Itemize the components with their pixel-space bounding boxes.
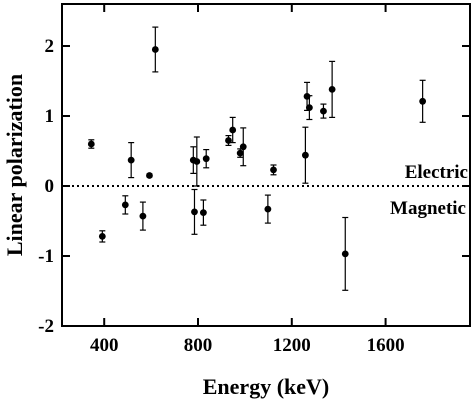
point-marker <box>236 149 244 157</box>
point-marker <box>127 156 135 164</box>
point-marker <box>191 208 198 216</box>
point-marker <box>328 86 336 93</box>
point-marker <box>270 166 277 174</box>
y-tick-label: -2 <box>38 316 54 337</box>
data-point <box>305 95 313 121</box>
data-point <box>320 103 327 119</box>
point-marker <box>229 126 237 134</box>
point-marker <box>305 104 313 111</box>
y-axis-label: Linear polarization <box>2 74 27 256</box>
point-marker <box>87 140 95 148</box>
x-axis-ticks: 400 800 1200 1600 <box>90 4 405 356</box>
data-points <box>87 26 427 291</box>
data-point <box>87 139 95 149</box>
point-marker <box>199 209 207 217</box>
x-tick-label: 1200 <box>273 335 311 356</box>
data-point <box>202 149 210 169</box>
y-axis-ticks: -2 -1 0 1 2 <box>38 36 470 337</box>
point-marker <box>139 212 147 220</box>
point-marker <box>320 107 327 115</box>
point-marker <box>98 233 106 240</box>
x-tick-label: 400 <box>90 335 119 356</box>
data-point <box>264 194 272 224</box>
data-point <box>121 195 129 215</box>
data-point <box>341 216 349 291</box>
point-marker <box>341 250 349 258</box>
data-point <box>225 135 232 146</box>
data-point <box>301 126 309 184</box>
data-point <box>146 172 153 179</box>
data-point <box>151 26 159 73</box>
data-point <box>191 188 198 235</box>
data-point <box>229 116 237 144</box>
x-tick-label: 1600 <box>367 335 405 356</box>
point-marker <box>303 93 311 100</box>
point-marker <box>419 97 427 105</box>
y-tick-label: 1 <box>45 106 55 127</box>
y-tick-label: -1 <box>38 246 54 267</box>
data-point <box>98 230 106 243</box>
y-tick-label: 0 <box>45 176 55 197</box>
data-point <box>127 142 135 179</box>
plot-frame <box>61 3 471 327</box>
point-marker <box>301 151 309 159</box>
data-point <box>328 60 336 119</box>
point-marker <box>121 201 129 209</box>
point-marker <box>193 158 201 165</box>
point-marker <box>151 46 159 53</box>
data-point <box>239 127 247 167</box>
annotation-magnetic: Magnetic <box>390 198 466 219</box>
y-tick-label: 2 <box>45 36 55 57</box>
data-point <box>139 201 147 231</box>
data-point <box>236 148 244 158</box>
point-marker <box>202 155 210 163</box>
point-marker <box>239 143 247 151</box>
x-axis-label: Energy (keV) <box>203 374 329 399</box>
data-point <box>193 136 201 187</box>
x-tick-label: 800 <box>184 335 213 356</box>
point-marker <box>146 172 153 179</box>
point-marker <box>264 205 272 213</box>
annotation-electric: Electric <box>405 162 468 183</box>
data-point <box>270 164 277 176</box>
data-point <box>419 79 427 123</box>
data-point <box>199 199 207 226</box>
